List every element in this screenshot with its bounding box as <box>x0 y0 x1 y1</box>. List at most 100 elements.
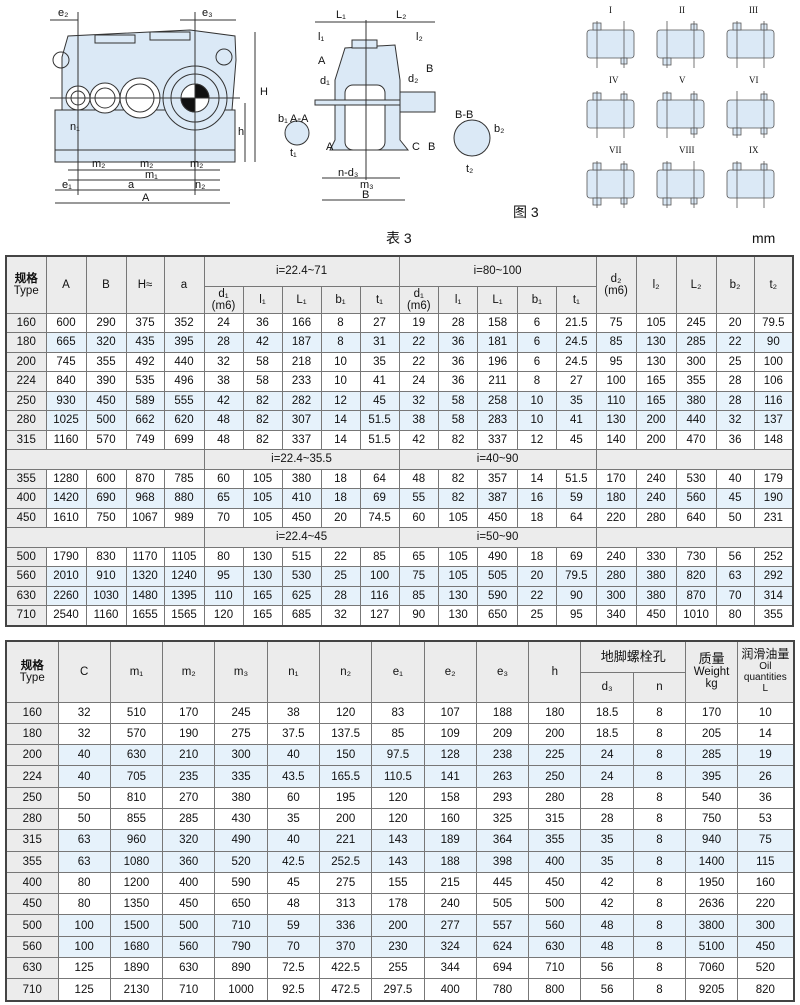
table-cell: 557 <box>475 914 530 937</box>
table-cell: 196 <box>477 351 518 372</box>
table-cell: 650 <box>477 605 518 626</box>
table-cell: 178 <box>371 893 425 916</box>
table-cell: 181 <box>477 332 518 353</box>
header-a: a <box>163 255 205 314</box>
header-H: H≈ <box>125 255 165 314</box>
header-t2: t₂ <box>753 255 794 314</box>
table-cell: 32 <box>715 410 755 431</box>
table-cell: 297.5 <box>371 978 425 1002</box>
header-d1: d₁ (m6) <box>203 285 244 314</box>
table-cell: 252 <box>753 546 794 567</box>
table-cell: 14 <box>737 722 795 746</box>
table-cell: 665 <box>45 332 87 353</box>
table-cell: 22 <box>320 546 361 567</box>
label-A-A: A-A <box>290 113 309 125</box>
table-cell: 48 <box>398 468 439 489</box>
table-cell: 9205 <box>685 978 739 1002</box>
table-cell: 1160 <box>85 605 127 626</box>
table-cell: 450 <box>281 507 322 528</box>
table-cell: 2010 <box>45 566 87 587</box>
type-cell: 200 <box>5 744 59 767</box>
table-cell: 35 <box>556 390 597 411</box>
table-cell: 940 <box>685 829 739 852</box>
assembly-type-label: VII <box>609 145 622 155</box>
table-cell: 105 <box>242 507 283 528</box>
table-cell: 410 <box>281 488 322 509</box>
header-n: n <box>632 671 687 703</box>
table-cell: 235 <box>162 765 216 788</box>
front-view-labels: e₂ e₃ H h n₁ m₂ m₂ m₂ m₁ e₁ a n₂ A <box>58 7 268 204</box>
type-cell: 500 <box>5 914 59 937</box>
table-cell: 690 <box>85 488 127 509</box>
table-cell: 1500 <box>109 914 164 937</box>
table-cell: 165.5 <box>318 765 373 788</box>
type-cell: 355 <box>5 468 47 489</box>
table-cell: 218 <box>281 351 322 372</box>
table-cell: 128 <box>423 744 477 767</box>
table-cell: 240 <box>595 546 637 567</box>
table-cell: 65 <box>203 488 244 509</box>
table-cell: 620 <box>163 410 205 431</box>
table-cell: 745 <box>45 351 87 372</box>
label-C: C <box>412 141 420 153</box>
type-cell: 560 <box>5 566 47 587</box>
table-cell: 300 <box>595 585 637 606</box>
label-l2: l₂ <box>416 31 423 43</box>
section-blank <box>595 527 794 548</box>
table-cell: 855 <box>109 807 164 831</box>
table-cell: 42 <box>580 871 634 895</box>
table-cell: 36 <box>437 332 479 353</box>
table-cell: 18.5 <box>580 722 634 746</box>
table-row: 710 125 2130 710 1000 92.5 472.5 297.5 400 780 800… <box>5 978 795 1002</box>
type-cell: 250 <box>5 390 47 411</box>
table-cell: 75 <box>398 566 439 587</box>
table-cell: 8 <box>632 722 687 746</box>
table-cell: 840 <box>45 371 87 392</box>
assembly-type-label: II <box>679 5 685 15</box>
table-cell: 8 <box>632 978 687 1002</box>
header-m3: m₃ <box>214 640 268 703</box>
table-cell: 14 <box>320 429 361 450</box>
header-weight-en: Weight <box>693 666 730 679</box>
table-cell: 10 <box>737 701 795 724</box>
table-cell: 48 <box>203 410 244 431</box>
table-cell: 56 <box>580 957 634 980</box>
table-cell: 870 <box>675 585 717 606</box>
table-cell: 48 <box>580 935 634 959</box>
header-foundation-bolt-holes: 地脚螺栓孔 <box>580 640 687 673</box>
table-cell: 230 <box>371 935 425 959</box>
table-cell: 450 <box>477 507 518 528</box>
table-cell: 1400 <box>685 850 739 873</box>
table-cell: 710 <box>528 957 582 980</box>
table-cell: 200 <box>635 410 677 431</box>
header-B: B <box>85 255 127 314</box>
header-type-cn: 规格 <box>14 272 38 285</box>
table-cell: 40 <box>266 829 320 852</box>
table-cell: 205 <box>685 722 739 746</box>
table-cell: 320 <box>85 332 127 353</box>
table-cell: 250 <box>528 765 582 788</box>
table-cell: 25 <box>320 566 361 587</box>
table-cell: 110 <box>595 390 637 411</box>
side-view-labels: L₁ L₂ l₁ l₂ A d₁ d₂ B b₁ A-A t₁ B-B b₂ C… <box>278 9 504 201</box>
table-cell: 335 <box>214 765 268 788</box>
label-d2: d₂ <box>408 73 418 85</box>
header-ratio-2: i=80~100 <box>398 255 597 287</box>
table-cell: 535 <box>125 371 165 392</box>
table-cell: 92.5 <box>266 978 320 1002</box>
table-cell: 890 <box>214 957 268 980</box>
table-cell: 12 <box>516 429 558 450</box>
table-cell: 130 <box>635 351 677 372</box>
label-e3: e₃ <box>202 7 213 19</box>
header-t1: t₁ <box>359 285 400 314</box>
table-cell: 440 <box>675 410 717 431</box>
table-cell: 8 <box>632 786 687 809</box>
table-cell: 28 <box>580 786 634 809</box>
table-cell: 8 <box>632 807 687 831</box>
table-cell: 355 <box>85 351 127 372</box>
table-cell: 785 <box>163 468 205 489</box>
table-cell: 780 <box>475 978 530 1002</box>
table-cell: 1025 <box>45 410 87 431</box>
table-cell: 380 <box>281 468 322 489</box>
header-L1: L₁ <box>477 285 518 314</box>
